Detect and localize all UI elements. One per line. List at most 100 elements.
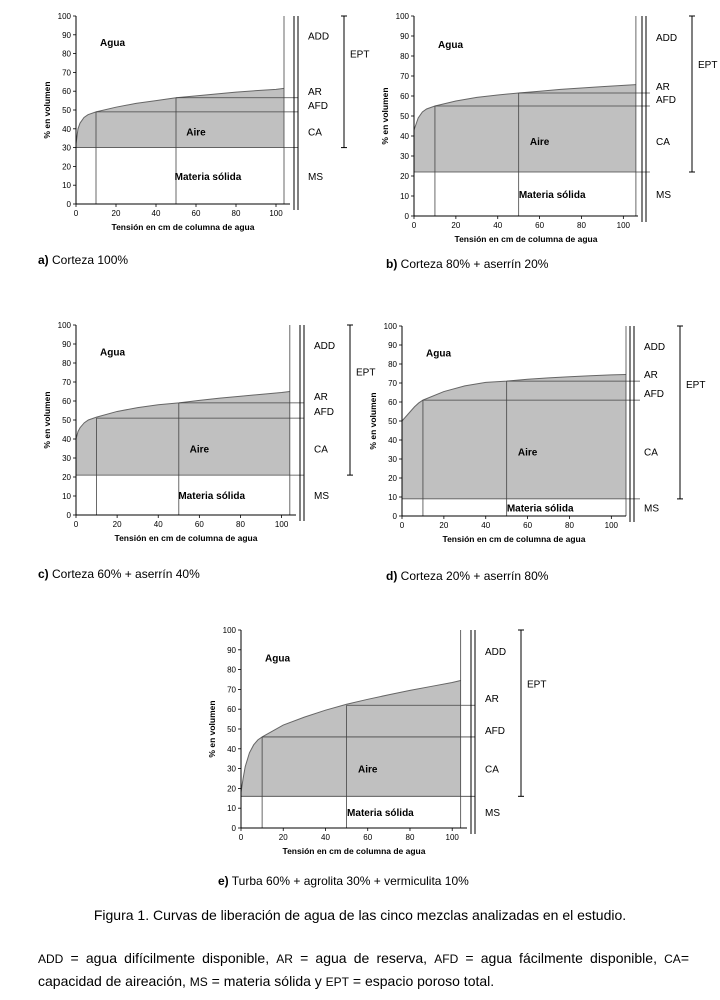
ms-label: MS <box>308 172 323 183</box>
y-tick-label: 60 <box>400 92 409 101</box>
y-tick-label: 100 <box>384 322 398 331</box>
ar-label: AR <box>308 87 322 98</box>
x-tick-label: 20 <box>279 833 288 842</box>
y-tick-label: 30 <box>388 455 397 464</box>
x-axis-label: Tensión en cm de columna de agua <box>112 222 255 232</box>
chart-panel-e: 0 10 20 30 40 50 60 70 80 90 100 0 20 40 60 80 100 Tensió… <box>207 626 546 856</box>
figure-title: Figura 1. Curvas de liberación de agua d… <box>93 907 627 923</box>
caption-a-text: Corteza 100% <box>52 253 129 267</box>
air-region <box>414 84 636 172</box>
legend-ar-text: = agua de reserva, <box>292 950 435 966</box>
ca-label: CA <box>314 445 328 456</box>
air-region <box>402 374 626 499</box>
afd-label: AFD <box>656 95 676 106</box>
x-tick-label: 40 <box>152 209 161 218</box>
y-tick-label: 90 <box>400 32 409 41</box>
air-zone-label: Aire <box>518 448 538 459</box>
ms-label: MS <box>644 503 659 514</box>
y-tick-label: 90 <box>388 341 397 350</box>
y-tick-label: 50 <box>62 416 71 425</box>
ept-label: EPT <box>527 679 546 690</box>
y-tick-label: 40 <box>62 125 71 134</box>
caption-d-text: Corteza 20% + aserrín 80% <box>400 569 549 583</box>
caption-d-letter: d) <box>386 569 398 583</box>
caption-e-letter: e) <box>218 874 229 888</box>
y-tick-label: 20 <box>388 474 397 483</box>
ca-label: CA <box>485 765 499 776</box>
ar-label: AR <box>485 694 499 705</box>
caption-d: d) Corteza 20% + aserrín 80% <box>386 569 548 583</box>
x-tick-label: 80 <box>565 521 574 530</box>
x-tick-label: 100 <box>275 520 289 529</box>
chart-panel-d: 0 10 20 30 40 50 60 70 80 90 100 0 20 40 60 80 100 Tensió… <box>368 322 705 544</box>
retention-curve <box>401 373 627 422</box>
solid-zone-label: Materia sólida <box>347 808 414 819</box>
x-tick-label: 100 <box>269 209 283 218</box>
y-tick-label: 20 <box>227 784 236 793</box>
legend-ept-text: = espacio poroso total. <box>349 973 495 989</box>
y-tick-label: 40 <box>400 132 409 141</box>
air-zone-label: Aire <box>530 137 550 148</box>
x-tick-label: 40 <box>321 833 330 842</box>
air-region <box>241 680 461 797</box>
caption-c-letter: c) <box>38 567 49 581</box>
y-tick-label: 100 <box>58 321 72 330</box>
legend-ca-text: = capacidad de aireación, <box>38 950 689 989</box>
x-tick-label: 80 <box>236 520 245 529</box>
y-tick-label: 20 <box>62 162 71 171</box>
y-axis-label: % en volumen <box>207 700 217 757</box>
retention-curve <box>75 391 290 440</box>
legend-afd-text: = agua fácilmente disponible, <box>458 950 665 966</box>
y-tick-label: 80 <box>227 666 236 675</box>
x-tick-label: 20 <box>451 221 460 230</box>
x-tick-label: 40 <box>154 520 163 529</box>
abbreviation-legend: ADD = agua difícilmente disponible, AR =… <box>38 947 689 993</box>
y-tick-label: 80 <box>388 360 397 369</box>
y-tick-label: 30 <box>400 152 409 161</box>
x-axis-label: Tensión en cm de columna de agua <box>443 534 586 544</box>
y-tick-label: 60 <box>62 397 71 406</box>
afd-label: AFD <box>314 407 334 418</box>
legend-afd-abbr: AFD <box>434 952 459 966</box>
y-tick-label: 50 <box>227 725 236 734</box>
add-label: ADD <box>656 33 677 44</box>
chart-panel-b: 0 10 20 30 40 50 60 70 80 90 100 0 20 40 60 80 100 Tensió… <box>380 12 717 244</box>
y-tick-label: 30 <box>62 454 71 463</box>
caption-c: c) Corteza 60% + aserrín 40% <box>38 567 200 581</box>
y-tick-label: 0 <box>232 824 237 833</box>
x-tick-label: 80 <box>406 833 415 842</box>
y-tick-label: 20 <box>62 473 71 482</box>
legend-ca-abbr: CA <box>664 952 681 966</box>
caption-c-text: Corteza 60% + aserrín 40% <box>52 567 200 581</box>
ms-label: MS <box>485 808 500 819</box>
x-tick-label: 100 <box>446 833 460 842</box>
x-tick-label: 100 <box>605 521 619 530</box>
water-zone-label: Agua <box>100 38 125 49</box>
chart-panel-c: 0 10 20 30 40 50 60 70 80 90 100 0 20 40 60 80 100 Tensió… <box>42 321 375 543</box>
y-tick-label: 100 <box>223 626 237 635</box>
ms-label: MS <box>656 190 671 201</box>
y-tick-label: 90 <box>227 646 236 655</box>
ar-label: AR <box>644 370 658 381</box>
caption-a: a) Corteza 100% <box>38 253 128 267</box>
y-tick-label: 10 <box>62 492 71 501</box>
x-tick-label: 60 <box>195 520 204 529</box>
ca-label: CA <box>308 128 322 139</box>
y-tick-label: 30 <box>227 765 236 774</box>
air-zone-label: Aire <box>190 445 210 456</box>
y-tick-label: 0 <box>67 511 72 520</box>
water-zone-label: Agua <box>265 654 290 665</box>
x-tick-label: 60 <box>535 221 544 230</box>
retention-curve <box>413 84 636 131</box>
y-axis-label: % en volumen <box>380 87 390 144</box>
x-tick-label: 100 <box>617 221 631 230</box>
y-tick-label: 40 <box>388 436 397 445</box>
y-tick-label: 80 <box>62 50 71 59</box>
legend-ar-abbr: AR <box>276 952 293 966</box>
ar-label: AR <box>314 392 328 403</box>
air-region <box>76 391 290 476</box>
y-tick-label: 30 <box>62 144 71 153</box>
x-tick-label: 40 <box>481 521 490 530</box>
caption-e-text: Turba 60% + agrolita 30% + vermiculita 1… <box>231 874 469 888</box>
y-tick-label: 40 <box>62 435 71 444</box>
